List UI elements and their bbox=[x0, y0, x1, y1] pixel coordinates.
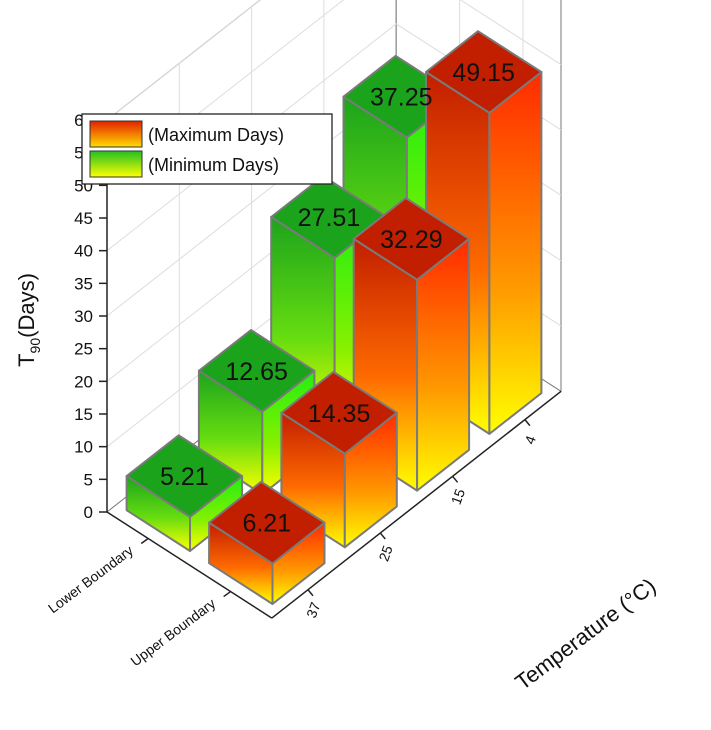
z-tick-label: 30 bbox=[74, 307, 93, 326]
temperature-tick-mark bbox=[307, 589, 314, 597]
gridline-z bbox=[106, 0, 261, 121]
temperature-tick-label: 37 bbox=[303, 600, 323, 620]
bar-top-face bbox=[425, 30, 543, 114]
bar-side-face bbox=[488, 71, 543, 435]
temperature-tick-mark bbox=[379, 532, 386, 540]
bar-top-face bbox=[125, 434, 244, 518]
bar-value-label: 5.21 bbox=[160, 463, 209, 491]
z-tick-label: 15 bbox=[74, 405, 93, 424]
bar-value-label: 6.21 bbox=[242, 510, 291, 538]
z-tick-label: 5 bbox=[84, 470, 93, 489]
z-tick-label: 20 bbox=[74, 372, 93, 391]
bars bbox=[125, 30, 543, 605]
bar-value-label: 14.35 bbox=[308, 400, 371, 428]
bar-value-label: 37.25 bbox=[370, 84, 433, 112]
boundary-tick-mark bbox=[223, 590, 232, 598]
bar-value-label: 49.15 bbox=[452, 59, 515, 87]
boundary-axis-line bbox=[106, 511, 273, 619]
bar-top-face bbox=[280, 370, 398, 455]
legend-label-min: (Minimum Days) bbox=[148, 155, 279, 175]
z-tick-label: 0 bbox=[84, 503, 93, 522]
bar-top-face bbox=[197, 329, 316, 413]
legend-label-max: (Maximum Days) bbox=[148, 125, 284, 145]
z-tick-label: 25 bbox=[74, 340, 93, 359]
bar-value-label: 27.51 bbox=[298, 204, 361, 232]
boundary-tick-label: Upper Boundary bbox=[127, 595, 218, 669]
value-labels: 37.25 49.15 27.51 32.29 12.65 14.35 5.21 6.21 bbox=[160, 59, 515, 538]
temperature-tick-label: 15 bbox=[448, 486, 468, 506]
gridline-z bbox=[106, 0, 562, 186]
z-tick-label: 10 bbox=[74, 438, 93, 457]
temperature-tick-label: 25 bbox=[375, 543, 395, 563]
z-tick-label: 45 bbox=[74, 209, 93, 228]
temperature-tick-label: 4 bbox=[521, 433, 539, 446]
bar-max bbox=[280, 370, 398, 549]
bar-min bbox=[125, 434, 244, 552]
z-axis-title: T90(Days) bbox=[14, 273, 43, 367]
temperature-axis-title: Temperature (°C) bbox=[510, 573, 660, 695]
z-tick-label: 35 bbox=[74, 274, 93, 293]
bar-side-face bbox=[416, 237, 471, 492]
temperature-axis-line bbox=[271, 390, 562, 619]
boundary-tick-label: Lower Boundary bbox=[45, 542, 136, 616]
bar-max bbox=[208, 480, 326, 605]
z-tick-label: 40 bbox=[74, 242, 93, 261]
temperature-tick-mark bbox=[452, 475, 459, 483]
legend: (Maximum Days) (Minimum Days) bbox=[81, 113, 333, 185]
bar-top-face bbox=[208, 480, 326, 565]
bar-top-face bbox=[352, 197, 471, 281]
legend-swatch-max bbox=[89, 120, 143, 148]
temperature-tick-mark bbox=[524, 419, 531, 427]
boundary-tick-mark bbox=[140, 537, 149, 545]
bar-value-label: 12.65 bbox=[225, 358, 288, 386]
legend-swatch-min bbox=[89, 150, 143, 178]
bar-value-label: 32.29 bbox=[380, 226, 443, 254]
